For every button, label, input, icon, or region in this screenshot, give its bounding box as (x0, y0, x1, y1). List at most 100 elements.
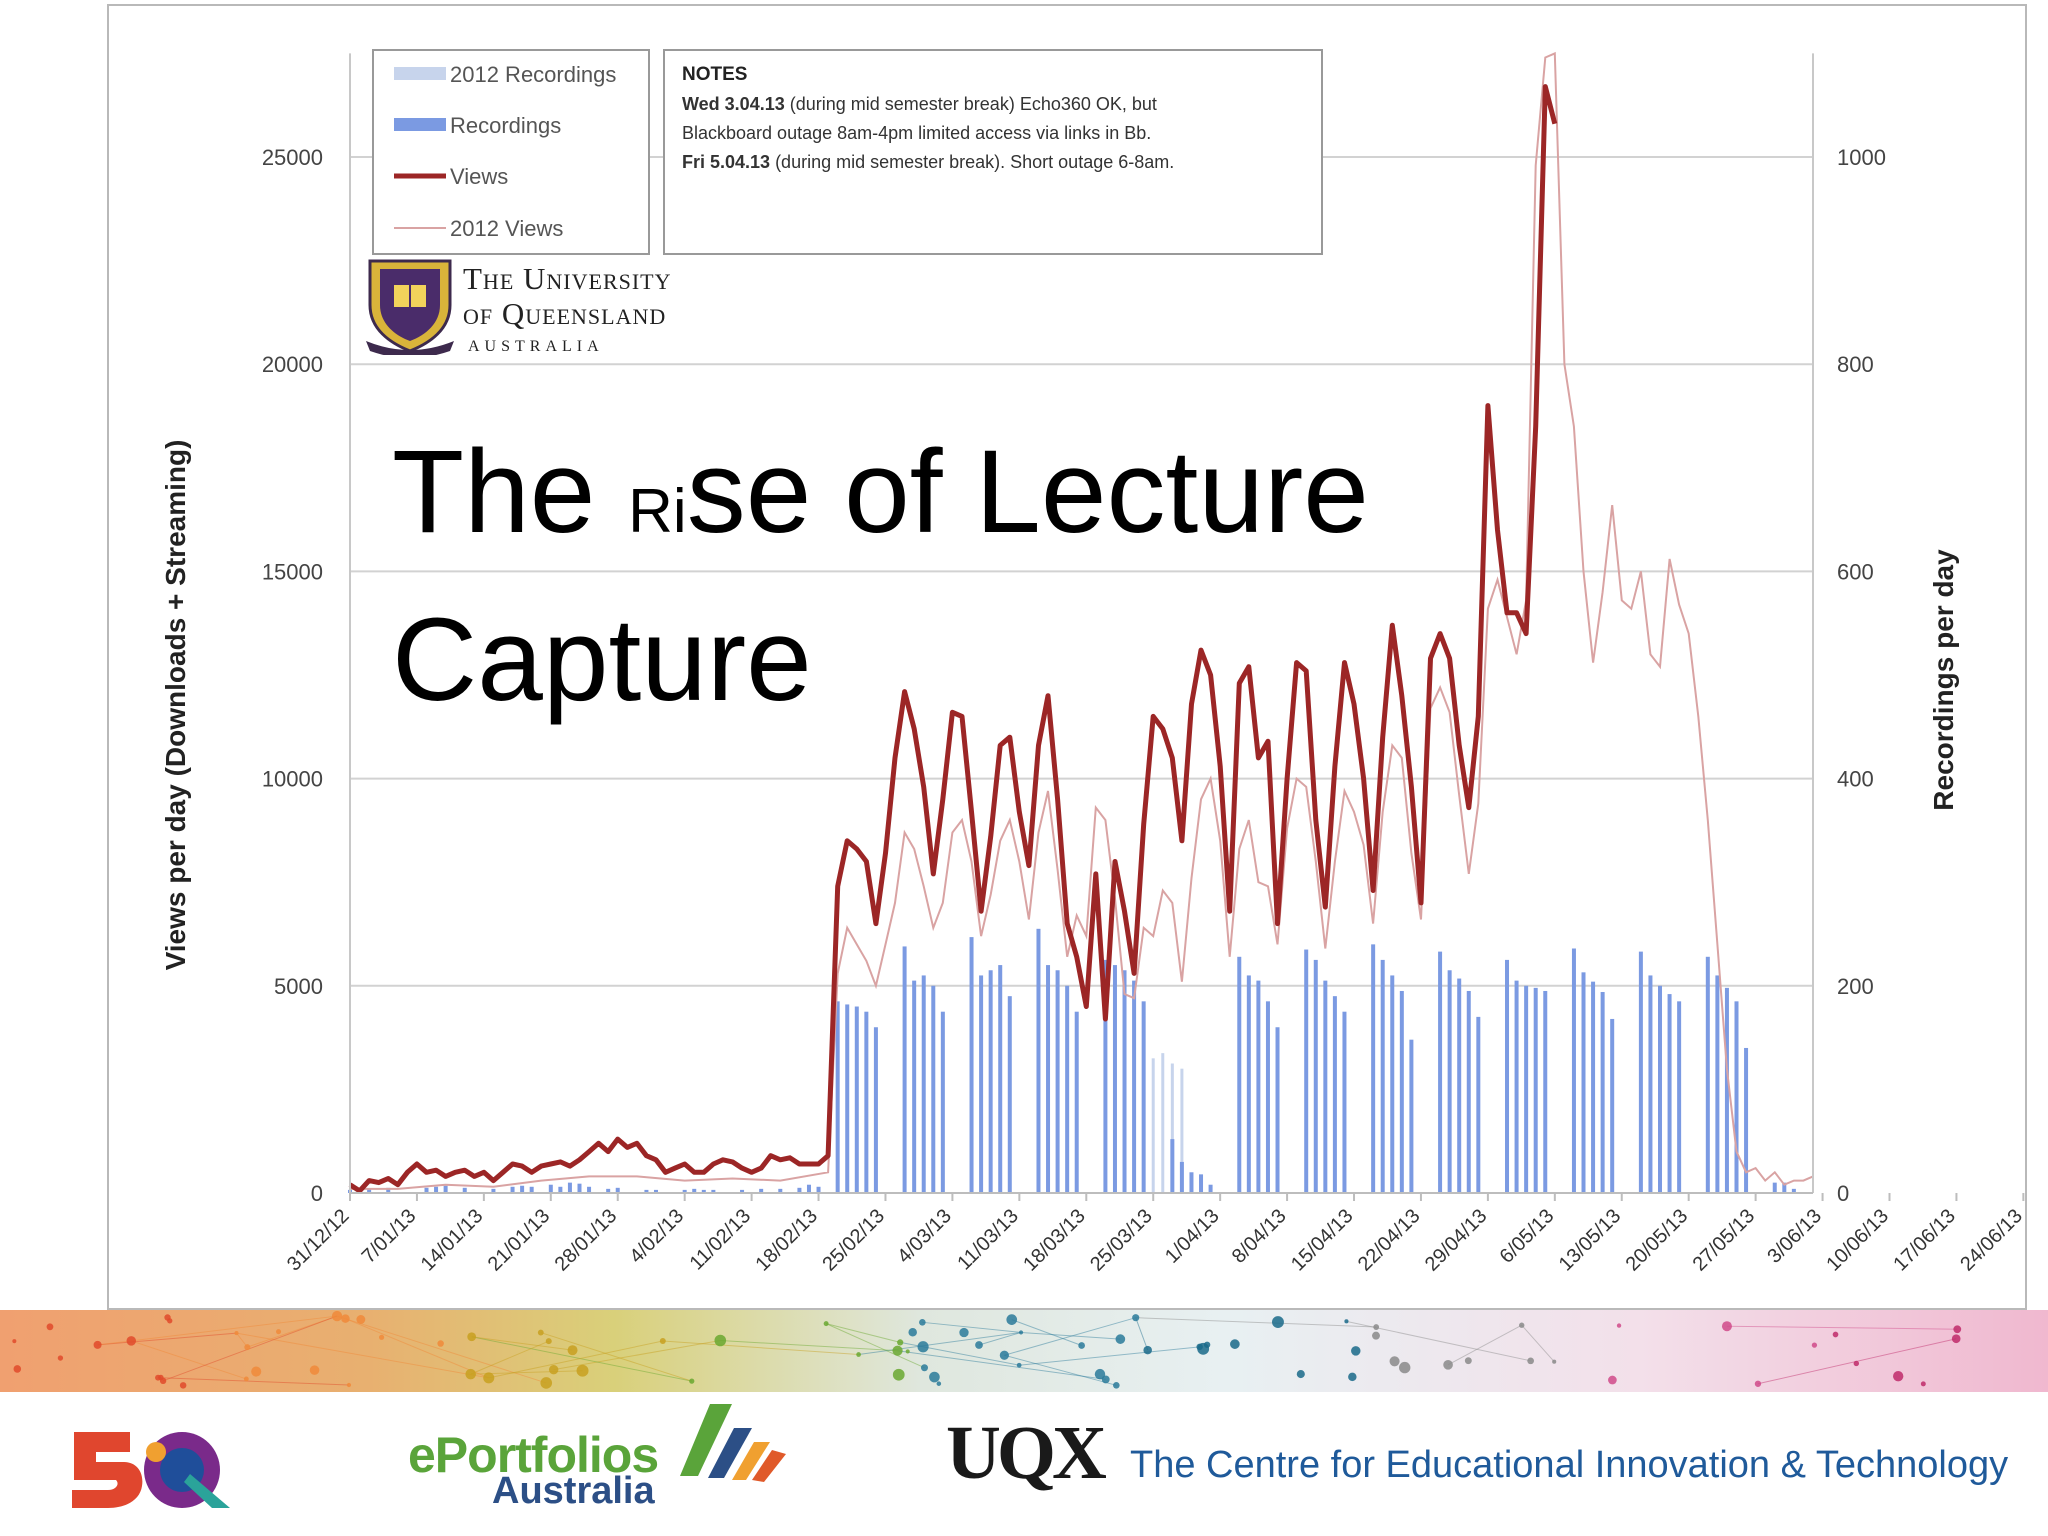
recordings-bar (1734, 1001, 1739, 1193)
y-left-tick-label: 15000 (262, 559, 323, 584)
recordings-bar (1447, 970, 1452, 1193)
x-tick-label: 24/06/13 (1956, 1205, 2027, 1276)
recordings-bar (902, 946, 907, 1193)
network-edge (825, 1323, 925, 1369)
network-node (1754, 1380, 1762, 1387)
network-node (46, 1323, 54, 1331)
recordings-bar (1189, 1172, 1194, 1193)
recordings-bar (520, 1185, 525, 1193)
x-tick-label: 15/04/13 (1287, 1205, 1358, 1276)
network-node (1519, 1322, 1525, 1328)
recordings-bar (1208, 1184, 1213, 1193)
recordings-bar (558, 1186, 563, 1193)
recordings-bar (1275, 1027, 1280, 1193)
network-node (714, 1334, 727, 1347)
recordings-bar (797, 1187, 802, 1193)
network-edge (1004, 1354, 1117, 1386)
recordings-bar (806, 1184, 811, 1193)
network-node (331, 1310, 343, 1322)
network-node (341, 1314, 350, 1323)
network-node (576, 1364, 589, 1377)
notes-title: NOTES (682, 64, 747, 85)
recordings-bar (1638, 951, 1643, 1193)
network-edge (858, 1331, 1022, 1356)
network-node (1016, 1362, 1022, 1368)
network-edge (162, 1315, 338, 1382)
legend-label: Views (450, 164, 508, 189)
network-edge (826, 1323, 901, 1343)
network-node (1230, 1339, 1240, 1349)
views-line (348, 84, 1558, 1194)
network-node (1115, 1334, 1126, 1344)
network-edge (336, 1315, 547, 1384)
network-node (1078, 1342, 1085, 1349)
recordings-bar (1543, 990, 1548, 1193)
recordings-bar (1724, 987, 1729, 1193)
recordings-bar (873, 1027, 878, 1193)
network-edge (131, 1340, 247, 1380)
network-edge (97, 1332, 237, 1346)
network-node (1832, 1331, 1839, 1338)
network-node (1271, 1316, 1284, 1329)
views-recordings-chart: 0 5000 10000 15000 20000 25000 0 200 400 600 800 1… (160, 49, 2027, 1276)
recordings-bar (835, 1001, 840, 1193)
legend-swatch-recordings (394, 118, 446, 131)
network-node (1143, 1345, 1152, 1355)
network-node (1721, 1321, 1732, 1332)
network-node (467, 1332, 477, 1342)
network-node (12, 1339, 17, 1344)
recordings-bar (1438, 951, 1443, 1193)
network-node (1893, 1371, 1904, 1382)
y-right-tick-label: 600 (1837, 559, 1874, 584)
network-edge (471, 1336, 692, 1382)
recordings-bar (1246, 975, 1251, 1193)
network-node (537, 1329, 544, 1336)
x-tick-label: 20/05/13 (1622, 1205, 1693, 1276)
recordings-bar (567, 1182, 572, 1193)
recordings-bar (845, 1004, 850, 1193)
network-node (689, 1378, 695, 1384)
recordings-bar (1658, 985, 1663, 1193)
network-node (1373, 1324, 1380, 1330)
network-node (309, 1365, 320, 1375)
recordings-bar (529, 1186, 534, 1193)
recordings-bar (1715, 975, 1720, 1193)
recordings-2012-bar (1170, 1063, 1174, 1193)
slide-title: The Rise of Lecture Capture (392, 418, 1492, 734)
recordings-bar (1772, 1182, 1777, 1193)
y-left-tick-label: 25000 (262, 145, 323, 170)
network-node (919, 1319, 926, 1326)
recordings-bar (931, 985, 936, 1193)
network-node (545, 1338, 552, 1345)
x-tick-label: 22/04/13 (1354, 1205, 1425, 1276)
recordings-bar (1524, 985, 1529, 1193)
network-node (1006, 1314, 1018, 1325)
network-node (908, 1328, 917, 1337)
axes (349, 53, 1814, 1194)
recordings-bar (1342, 1011, 1347, 1193)
network-node (93, 1340, 102, 1349)
recordings-bar (443, 1185, 448, 1193)
network-edge (922, 1321, 1022, 1333)
recordings-bar (1141, 1001, 1146, 1193)
recordings-bar (1103, 959, 1108, 1193)
network-node (465, 1368, 476, 1380)
legend: 2012 Recordings Recordings Views 2012 Vi… (372, 49, 650, 255)
x-tick-label: 28/01/13 (551, 1205, 622, 1276)
network-edge (488, 1340, 663, 1379)
network-edge (662, 1340, 859, 1356)
network-edge (470, 1340, 549, 1375)
network-node (1132, 1314, 1140, 1322)
network-edge (471, 1336, 573, 1351)
network-node (379, 1334, 385, 1340)
recordings-2012-bar (1151, 1058, 1155, 1193)
legend-label: 2012 Views (450, 216, 563, 241)
recordings-bar (1466, 990, 1471, 1193)
network-node (823, 1321, 829, 1327)
recordings-bar (1533, 987, 1538, 1193)
recordings-bar (1782, 1182, 1787, 1193)
x-tick-label: 7/01/13 (358, 1205, 421, 1268)
x-tick-label: 4/02/13 (625, 1205, 688, 1268)
recordings-bar (1179, 1161, 1184, 1193)
